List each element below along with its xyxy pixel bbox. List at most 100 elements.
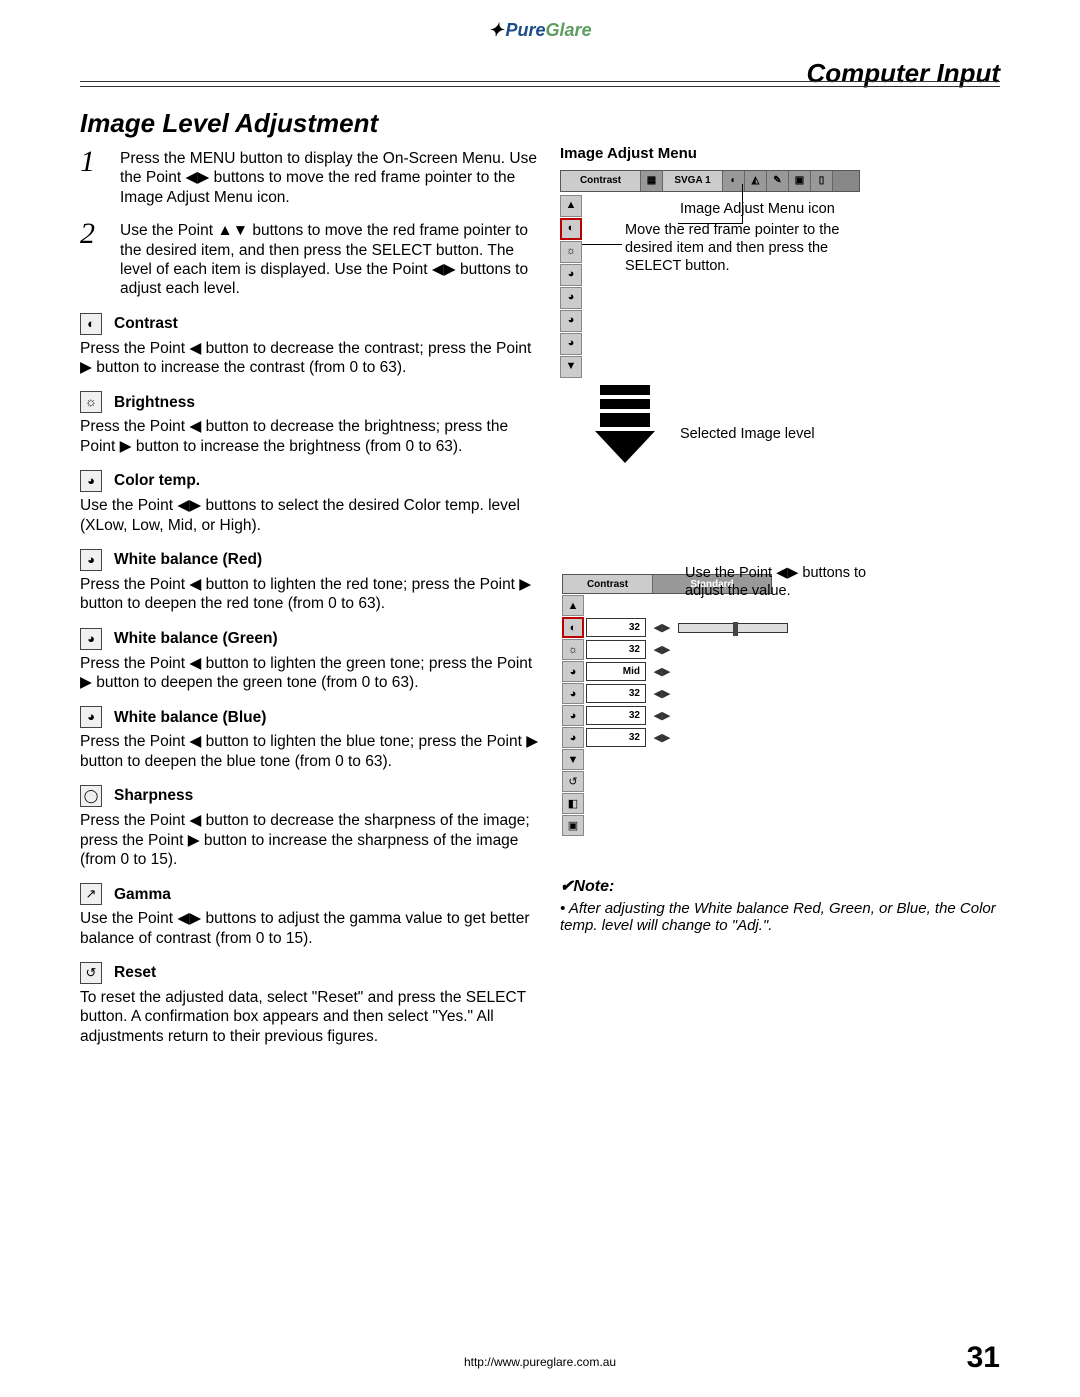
osd2-row-value: 32 — [586, 640, 646, 659]
osd2-row-arrows: ◀▶ — [648, 706, 676, 725]
annot-adjust-value: Use the Point ◀▶ buttons to adjust the v… — [685, 564, 885, 600]
divider-1 — [80, 81, 1000, 82]
osd2-bar-label: Contrast — [563, 575, 653, 593]
osd-bar-icon: ▣ — [789, 171, 811, 191]
osd-top-bar: Contrast ▦ SVGA 1 ◐ ◭ ✎ ▣ ▯ — [560, 170, 860, 192]
osd-col-item: ☼ — [560, 241, 582, 263]
osd2-row-arrows: ◀▶ — [648, 728, 676, 747]
osd2-row-arrows: ◀▶ — [648, 640, 676, 659]
adjustment-item: ↺ResetTo reset the adjusted data, select… — [80, 962, 540, 1046]
adjustment-body: Use the Point ◀▶ buttons to adjust the g… — [80, 909, 540, 948]
divider-2 — [80, 86, 1000, 87]
osd2-row-icon: ▼ — [562, 749, 584, 770]
osd2-row: ☼32◀▶ — [562, 639, 1000, 660]
adjustment-body: Press the Point ◀ button to lighten the … — [80, 654, 540, 693]
osd2-row-value: 32 — [586, 618, 646, 637]
logo-glare: Glare — [546, 20, 592, 40]
adjustment-title: White balance (Red) — [114, 550, 262, 569]
osd2-row: ◕Mid◀▶ — [562, 661, 1000, 682]
logo: ✦PureGlare — [488, 20, 591, 41]
osd2-row-slider — [678, 623, 788, 633]
osd2-row-value: 32 — [586, 706, 646, 725]
adjustment-body: Press the Point ◀ button to decrease the… — [80, 339, 540, 378]
annot-selected-level: Selected Image level — [680, 425, 815, 443]
osd2-row-icon: ☼ — [562, 639, 584, 660]
adjustment-body: Use the Point ◀▶ buttons to select the d… — [80, 496, 540, 535]
annot-image-adjust-icon: Image Adjust Menu icon — [680, 200, 835, 218]
adjustment-body: To reset the adjusted data, select "Rese… — [80, 988, 540, 1046]
note-body: • After adjusting the White balance Red,… — [560, 900, 1000, 934]
osd2-row-arrows: ◀▶ — [648, 662, 676, 681]
adjustment-title: White balance (Green) — [114, 629, 278, 648]
osd-bar-icon: ◭ — [745, 171, 767, 191]
osd2-row: ▣ — [562, 815, 1000, 836]
adjustment-title: White balance (Blue) — [114, 708, 266, 727]
osd2-row-icon: ◕ — [562, 661, 584, 682]
osd2-rows: ▲◐32◀▶☼32◀▶◕Mid◀▶◕32◀▶◕32◀▶◕32◀▶▼↺◧▣ — [560, 595, 1000, 836]
adjustments-list: ◐ Contrast Press the Point ◀ button to dec… — [80, 313, 540, 1047]
step-1: 1 Press the MENU button to display the O… — [80, 145, 540, 207]
logo-pure: Pure — [506, 20, 546, 40]
adjustment-icon: ◕ — [80, 706, 102, 728]
adjustment-item: ◕ White balance (Red) Press the Point ◀ bu… — [80, 549, 540, 614]
adjustment-title: Brightness — [114, 393, 195, 412]
osd2-row-icon: ▣ — [562, 815, 584, 836]
pointer-line — [678, 223, 743, 224]
osd2-row-icon: ◕ — [562, 683, 584, 704]
step-number: 2 — [80, 217, 120, 299]
adjustment-item: ☼ Brightness Press the Point ◀ button to d… — [80, 391, 540, 456]
adjustment-title: Contrast — [114, 314, 178, 333]
osd2-row: ↺ — [562, 771, 1000, 792]
adjustment-icon: ◕ — [80, 628, 102, 650]
step-text: Use the Point ▲▼ buttons to move the red… — [120, 217, 540, 299]
adjustment-body: Press the Point ◀ button to lighten the … — [80, 575, 540, 614]
adjustment-icon: ◕ — [80, 549, 102, 571]
osd-bar-icon: ▦ — [641, 171, 663, 191]
annot-move-pointer: Move the red frame pointer to the desire… — [625, 221, 845, 275]
adjustment-item: ◐ Contrast Press the Point ◀ button to dec… — [80, 313, 540, 378]
adjustment-icon: ◕ — [80, 470, 102, 492]
step-2: 2 Use the Point ▲▼ buttons to move the r… — [80, 217, 540, 299]
adjustment-item: ◕ Color temp. Use the Point ◀▶ buttons to … — [80, 470, 540, 535]
osd2-row: ◕32◀▶ — [562, 727, 1000, 748]
adjustment-title: Sharpness — [114, 786, 193, 805]
osd-bar-mode: SVGA 1 — [663, 171, 723, 191]
adjustment-title: Reset — [114, 963, 156, 982]
osd-col-item: ◕ — [560, 310, 582, 332]
pointer-line — [742, 184, 743, 224]
adjustment-body: Press the Point ◀ button to decrease the… — [80, 417, 540, 456]
osd-bar-label: Contrast — [561, 171, 641, 191]
pointer-line — [582, 244, 622, 245]
step-number: 1 — [80, 145, 120, 207]
logo-icon: ✦ — [488, 20, 503, 41]
adjustment-title: Color temp. — [114, 471, 200, 490]
big-arrow-icon — [595, 385, 655, 465]
osd2-row-value: 32 — [586, 684, 646, 703]
osd-bar-icon: ▯ — [811, 171, 833, 191]
step-text: Press the MENU button to display the On-… — [120, 145, 540, 207]
osd-detail: Contrast Standard ▲◐32◀▶☼32◀▶◕Mid◀▶◕32◀▶… — [560, 478, 1000, 934]
adjustment-item: ◕ White balance (Green) Press the Point ◀ … — [80, 628, 540, 693]
osd2-row-value: 32 — [586, 728, 646, 747]
adjustment-icon: ☼ — [80, 391, 102, 413]
adjustment-body: Press the Point ◀ button to lighten the … — [80, 732, 540, 771]
osd-col-item: ◕ — [560, 333, 582, 355]
chapter-title: Computer Input — [806, 58, 1000, 89]
osd-col-item: ◕ — [560, 264, 582, 286]
adjustment-item: ◯SharpnessPress the Point ◀ button to de… — [80, 785, 540, 869]
osd2-row-value: Mid — [586, 662, 646, 681]
adjustment-item: ↗GammaUse the Point ◀▶ buttons to adjust… — [80, 883, 540, 948]
footer-url: http://www.pureglare.com.au — [464, 1355, 616, 1369]
osd2-row: ◐32◀▶ — [562, 617, 1000, 638]
osd2-row-arrows: ◀▶ — [648, 618, 676, 637]
right-column: Image Adjust Menu Contrast ▦ SVGA 1 ◐ ◭ … — [560, 145, 1000, 379]
page-heading: Image Level Adjustment — [80, 108, 378, 139]
osd2-row: ◕32◀▶ — [562, 683, 1000, 704]
osd2-row-icon: ◧ — [562, 793, 584, 814]
osd2-row-icon: ▲ — [562, 595, 584, 616]
adjustment-item: ◕ White balance (Blue) Press the Point ◀ b… — [80, 706, 540, 771]
osd-col-item-selected: ◐ — [560, 218, 582, 240]
osd2-row: ▼ — [562, 749, 1000, 770]
adjustment-icon: ◐ — [80, 313, 102, 335]
osd2-row-icon: ◕ — [562, 727, 584, 748]
